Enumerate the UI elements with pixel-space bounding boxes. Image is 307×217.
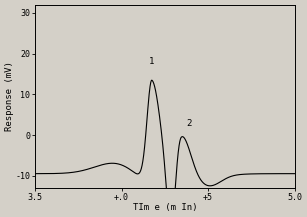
Y-axis label: Response (mV): Response (mV) <box>5 61 14 131</box>
Text: 2: 2 <box>186 119 192 128</box>
Text: 1: 1 <box>149 57 155 66</box>
X-axis label: TIm e (m In): TIm e (m In) <box>133 203 197 212</box>
